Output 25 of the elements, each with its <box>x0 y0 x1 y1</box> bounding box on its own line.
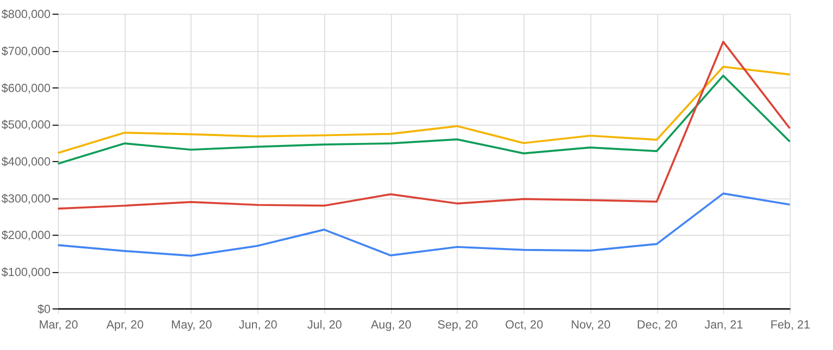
line-series <box>56 192 791 257</box>
x-tick-label: Feb, 21 <box>770 318 810 332</box>
x-tick-label: Dec, 20 <box>636 318 678 332</box>
line-series <box>56 74 791 165</box>
x-tick-label: Aug, 20 <box>370 318 412 332</box>
line-series <box>56 40 791 210</box>
x-tick-label: Mar, 20 <box>38 318 79 332</box>
y-tick-label: $200,000 <box>2 229 52 242</box>
line-series <box>56 66 791 154</box>
y-tick-label: $600,000 <box>2 82 52 95</box>
y-tick-label: $400,000 <box>2 156 52 169</box>
y-tick-label: $800,000 <box>2 8 52 22</box>
x-tick-label: May, 20 <box>171 318 212 332</box>
y-tick-label: $700,000 <box>2 45 52 58</box>
x-tick-label: Apr, 20 <box>106 318 144 332</box>
x-tick-label: Nov, 20 <box>570 318 611 332</box>
y-tick-label: $300,000 <box>2 192 52 206</box>
x-tick-label: Oct, 20 <box>505 318 544 332</box>
y-tick-label: $100,000 <box>2 266 52 280</box>
y-tick-label: $500,000 <box>2 118 52 132</box>
x-tick-label: Jan, 21 <box>704 318 744 332</box>
x-tick-label: Jun, 20 <box>238 318 278 332</box>
y-tick-label: $0 <box>37 302 52 316</box>
x-tick-label: Jul, 20 <box>307 318 342 332</box>
x-tick-label: Sep, 20 <box>437 318 478 332</box>
